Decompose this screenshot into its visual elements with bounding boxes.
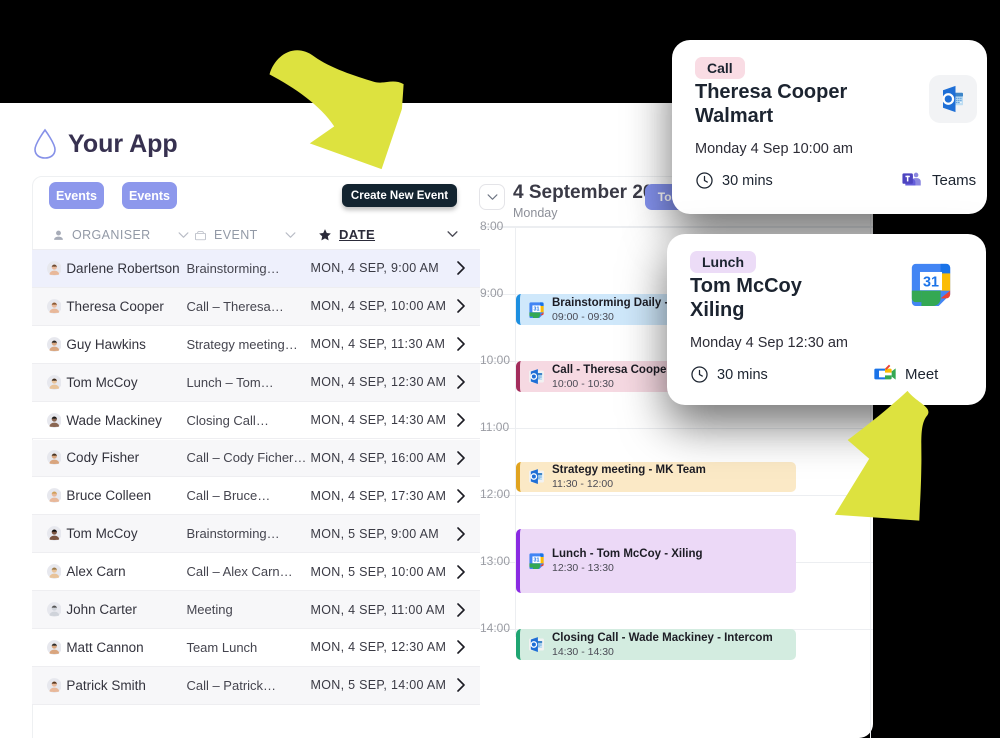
svg-text:31: 31 xyxy=(534,558,540,564)
svg-text:31: 31 xyxy=(923,274,939,290)
svg-text:31: 31 xyxy=(534,306,540,312)
